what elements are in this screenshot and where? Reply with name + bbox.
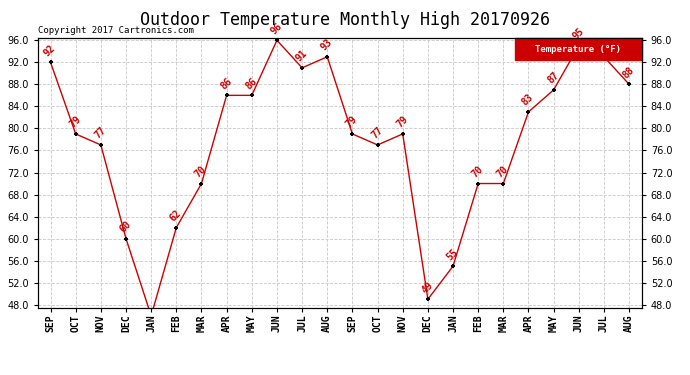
Text: 95: 95 <box>571 26 586 42</box>
Point <box>45 59 56 65</box>
Text: 92: 92 <box>42 43 57 58</box>
Text: 70: 70 <box>193 164 208 179</box>
Point <box>372 142 383 148</box>
Text: 87: 87 <box>545 70 561 86</box>
Point <box>422 296 433 302</box>
Text: 79: 79 <box>395 114 410 130</box>
Point <box>573 43 584 49</box>
Text: Outdoor Temperature Monthly High 20170926: Outdoor Temperature Monthly High 2017092… <box>140 11 550 29</box>
Point <box>497 180 509 186</box>
Point <box>171 225 182 231</box>
Point <box>448 263 459 269</box>
Point <box>322 54 333 60</box>
Text: Copyright 2017 Cartronics.com: Copyright 2017 Cartronics.com <box>38 26 194 35</box>
Text: 86: 86 <box>244 76 259 91</box>
Text: 83: 83 <box>520 92 535 108</box>
Text: Temperature (°F): Temperature (°F) <box>535 45 621 54</box>
Text: 91: 91 <box>294 48 309 64</box>
Text: 77: 77 <box>369 125 384 141</box>
Text: 60: 60 <box>118 219 133 234</box>
Point <box>473 180 484 186</box>
Text: 55: 55 <box>444 247 460 262</box>
Point <box>523 109 534 115</box>
Point <box>196 180 207 186</box>
Point <box>347 131 358 137</box>
Text: 86: 86 <box>218 76 234 91</box>
Bar <box>515 38 642 60</box>
Text: 93: 93 <box>319 37 334 52</box>
Point <box>624 81 635 87</box>
Text: 77: 77 <box>92 125 108 141</box>
Point <box>146 313 157 319</box>
Text: 62: 62 <box>168 208 184 224</box>
Text: 96: 96 <box>268 21 284 36</box>
Point <box>70 131 81 137</box>
Text: 49: 49 <box>420 280 435 295</box>
Point <box>221 92 232 98</box>
Text: 70: 70 <box>470 164 485 179</box>
Point <box>297 65 308 71</box>
Text: 88: 88 <box>621 65 636 80</box>
Text: 46: 46 <box>0 374 1 375</box>
Point <box>397 131 408 137</box>
Text: 93: 93 <box>595 37 611 52</box>
Text: 79: 79 <box>68 114 83 130</box>
Text: 79: 79 <box>344 114 359 130</box>
Point <box>271 37 282 43</box>
Point <box>548 87 559 93</box>
Point <box>246 92 257 98</box>
Point <box>121 236 132 242</box>
Point <box>95 142 106 148</box>
Point <box>598 54 609 60</box>
Text: 70: 70 <box>495 164 511 179</box>
